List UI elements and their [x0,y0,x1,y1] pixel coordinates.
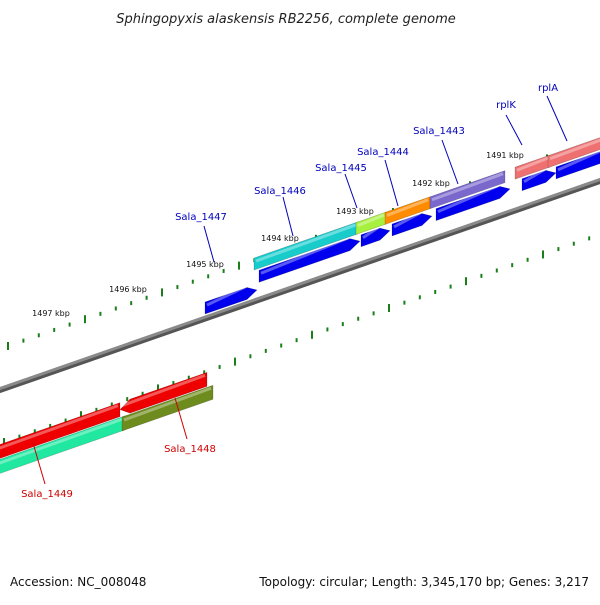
cds-sala-1444-highlight [393,211,421,229]
tick-label-1497: 1497 kbp [32,309,70,318]
cds-rplk [521,168,557,192]
gene-label-rpla: rplA [538,83,558,94]
gene-leaders [32,95,568,485]
product-rplk-highlight [516,156,549,172]
cds-rplk-shape [521,170,557,192]
cds-sala-1449-highlight [0,404,119,450]
cds-sala-1448-shape [119,371,208,414]
gene-label-sala-1449: Sala_1449 [21,489,73,500]
cds-sala-1445-highlight [362,226,379,240]
cds-sala-1446 [258,236,361,283]
gene-label-sala-1445: Sala_1445 [315,163,367,174]
leader-sala-1446 [282,196,294,237]
map-title: Sphingopyxis alaskensis RB2256, complete… [116,12,456,27]
cds-sala-1447-highlight [206,285,246,307]
product-rpla-shape [547,137,600,169]
product-sala-1443 [429,170,506,210]
tick-labels: 1497 kbp 1496 kbp 1495 kbp 1494 kbp 1493… [32,151,524,318]
product-sala-1445 [355,211,387,235]
product-sala-1449-highlight [0,417,124,465]
genome-backbone-shadow [0,178,600,394]
feature-layer [0,137,600,474]
product-rplk-shape [514,154,551,180]
leader-rpla [546,95,568,142]
gene-label-sala-1447: Sala_1447 [175,212,227,223]
accession-text: Accession: NC_008048 [10,575,146,589]
leader-sala-1449 [32,442,46,485]
leader-sala-1443 [441,139,459,185]
cds-sala-1446-shape [258,238,361,283]
product-rpla [547,137,600,169]
tick-label-1491: 1491 kbp [486,151,524,160]
gene-label-sala-1446: Sala_1446 [254,186,306,197]
tick-label-1494: 1494 kbp [261,234,299,243]
product-sala-1446-highlight [255,223,357,263]
leader-sala-1448 [174,397,188,440]
leader-sala-1445 [344,173,358,209]
product-rpla-highlight [549,138,600,161]
cds-rplk-highlight [523,168,545,184]
cds-sala-1444-shape [391,213,433,237]
leader-sala-1447 [203,225,215,263]
cds-sala-1447 [204,285,258,315]
leader-rplk [505,114,523,146]
cds-sala-1443-highlight [437,184,499,214]
cds-sala-1443-shape [435,186,511,222]
cds-sala-1444 [391,211,433,237]
cds-sala-1446-highlight [260,236,349,275]
product-sala-1445-shape [355,211,387,235]
product-sala-1443-shape [429,170,506,210]
cds-sala-1448-highlight [121,373,206,408]
gene-label-sala-1448: Sala_1448 [164,444,216,455]
cds-sala-1445 [360,226,391,248]
tick-label-1495: 1495 kbp [186,260,224,269]
cds-rpla-shape [555,151,600,180]
genome-summary-text: Topology: circular; Length: 3,345,170 bp… [258,575,589,589]
genome-backbone [0,177,600,391]
tick-label-1493: 1493 kbp [336,207,374,216]
tick-label-1492: 1492 kbp [412,179,450,188]
cds-sala-1449 [0,402,121,459]
leader-sala-1444 [384,159,399,207]
product-sala-1445-highlight [357,213,385,227]
product-sala-1444-highlight [386,198,429,217]
cds-sala-1448 [119,371,208,414]
product-rplk [514,154,551,180]
product-sala-1448 [121,384,214,432]
tick-label-1496: 1496 kbp [109,285,147,294]
product-sala-1443-highlight [431,172,504,202]
cds-sala-1443 [435,184,511,222]
gene-label-rplk: rplK [496,100,516,111]
gene-label-sala-1443: Sala_1443 [413,126,465,137]
gene-labels: Sala_1449 Sala_1448 Sala_1447 Sala_1446 … [21,83,558,500]
product-sala-1448-shape [121,384,214,432]
product-sala-1448-highlight [123,386,212,422]
cds-sala-1445-shape [360,227,391,248]
gene-label-sala-1444: Sala_1444 [357,147,409,158]
cds-sala-1449-shape [0,402,121,459]
cds-sala-1447-shape [204,287,258,315]
